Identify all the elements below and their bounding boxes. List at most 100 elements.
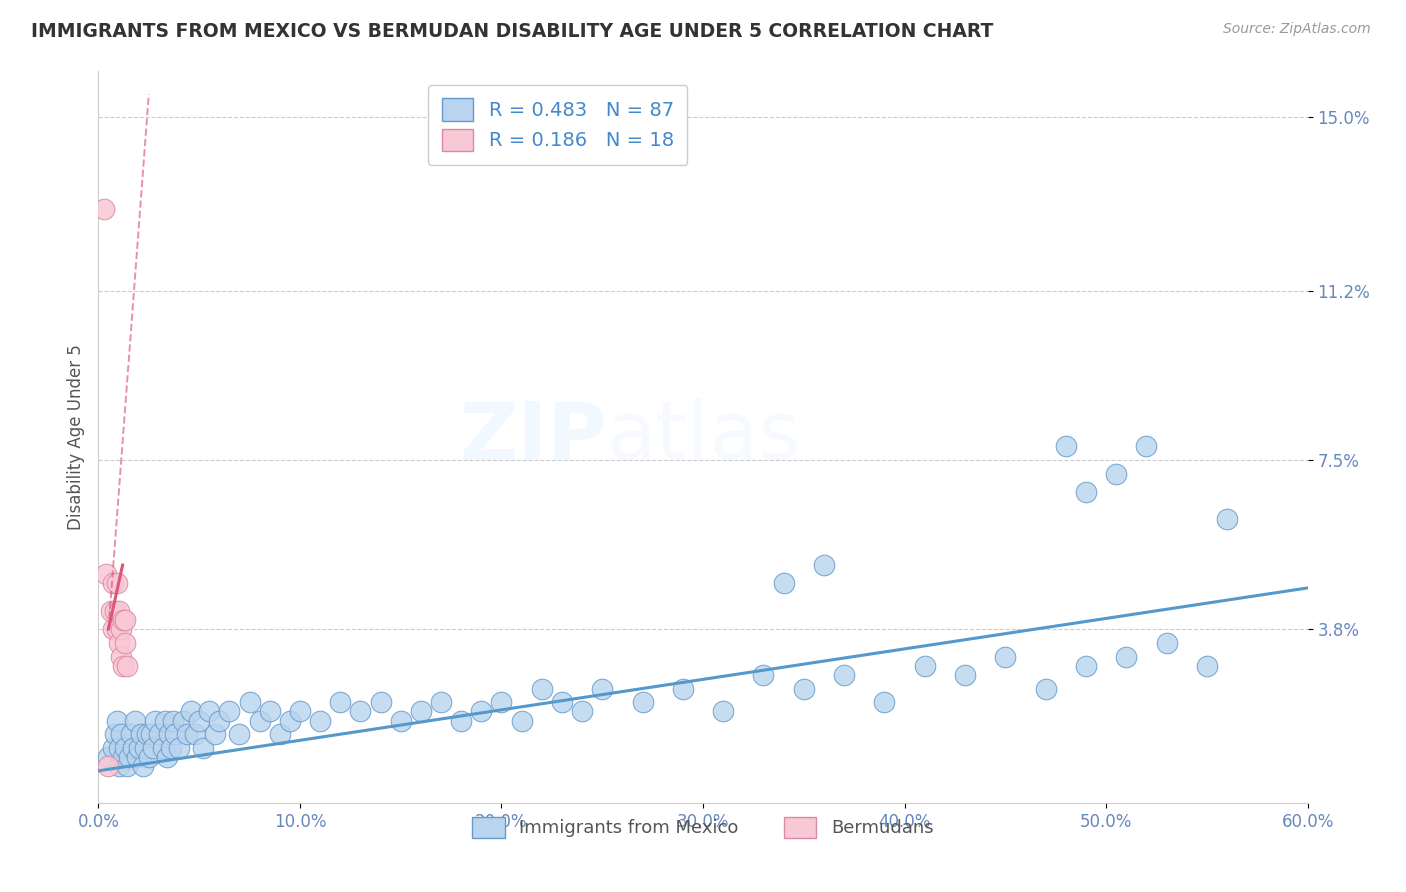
Point [163, 727, 186, 741]
Point [672, 681, 695, 696]
Point [793, 681, 815, 696]
Point [120, 727, 142, 741]
Point [107, 604, 129, 618]
Point [124, 714, 146, 728]
Point [138, 750, 160, 764]
Point [176, 727, 198, 741]
Point [107, 740, 129, 755]
Point [193, 740, 215, 755]
Point [269, 727, 291, 741]
Point [1074, 658, 1097, 673]
Point [1105, 467, 1128, 481]
Point [218, 705, 240, 719]
Point [103, 604, 125, 618]
Point [118, 750, 141, 764]
Legend: Immigrants from Mexico, Bermudans: Immigrants from Mexico, Bermudans [465, 810, 941, 845]
Point [249, 714, 271, 728]
Point [184, 727, 207, 741]
Point [752, 667, 775, 681]
Point [994, 649, 1017, 664]
Point [115, 658, 138, 673]
Point [873, 695, 896, 709]
Point [349, 705, 371, 719]
Point [96, 567, 118, 582]
Point [167, 740, 190, 755]
Y-axis label: Disability Age Under 5: Disability Age Under 5 [66, 344, 84, 530]
Point [105, 622, 128, 636]
Point [103, 727, 125, 741]
Point [188, 714, 211, 728]
Point [1216, 512, 1239, 526]
Point [1135, 439, 1157, 453]
Point [157, 727, 180, 741]
Point [204, 727, 226, 741]
Point [239, 695, 262, 709]
Point [1074, 485, 1097, 500]
Point [110, 649, 132, 664]
Point [1035, 681, 1057, 696]
Point [110, 622, 132, 636]
Point [510, 714, 533, 728]
Point [309, 714, 332, 728]
Point [162, 714, 184, 728]
Point [143, 714, 166, 728]
Text: Source: ZipAtlas.com: Source: ZipAtlas.com [1223, 22, 1371, 37]
Point [160, 740, 183, 755]
Point [111, 613, 134, 627]
Point [114, 613, 136, 627]
Point [1054, 439, 1077, 453]
Point [111, 750, 134, 764]
Point [101, 622, 124, 636]
Text: ZIP: ZIP [458, 398, 606, 476]
Point [129, 727, 152, 741]
Point [107, 636, 129, 650]
Point [121, 740, 143, 755]
Point [156, 750, 179, 764]
Point [772, 576, 794, 591]
Point [551, 695, 574, 709]
Point [631, 695, 654, 709]
Point [115, 759, 138, 773]
Point [128, 740, 150, 755]
Point [1115, 649, 1137, 664]
Text: atlas: atlas [606, 398, 800, 476]
Point [591, 681, 613, 696]
Point [107, 759, 129, 773]
Point [114, 636, 136, 650]
Point [389, 714, 412, 728]
Point [93, 202, 115, 216]
Point [101, 576, 124, 591]
Point [97, 759, 120, 773]
Point [370, 695, 392, 709]
Point [105, 576, 128, 591]
Point [100, 604, 122, 618]
Point [208, 714, 231, 728]
Point [114, 740, 136, 755]
Point [172, 714, 194, 728]
Point [571, 705, 593, 719]
Point [142, 740, 165, 755]
Point [228, 727, 250, 741]
Point [530, 681, 553, 696]
Point [813, 558, 835, 573]
Point [288, 705, 311, 719]
Point [101, 740, 124, 755]
Point [180, 705, 202, 719]
Point [430, 695, 453, 709]
Point [409, 705, 432, 719]
Point [97, 750, 120, 764]
Point [259, 705, 281, 719]
Point [198, 705, 221, 719]
Point [832, 667, 855, 681]
Point [1195, 658, 1218, 673]
Point [914, 658, 936, 673]
Point [110, 727, 132, 741]
Point [470, 705, 492, 719]
Point [152, 740, 174, 755]
Point [1156, 636, 1178, 650]
Point [139, 727, 162, 741]
Point [711, 705, 734, 719]
Point [105, 714, 128, 728]
Point [125, 750, 148, 764]
Point [450, 714, 472, 728]
